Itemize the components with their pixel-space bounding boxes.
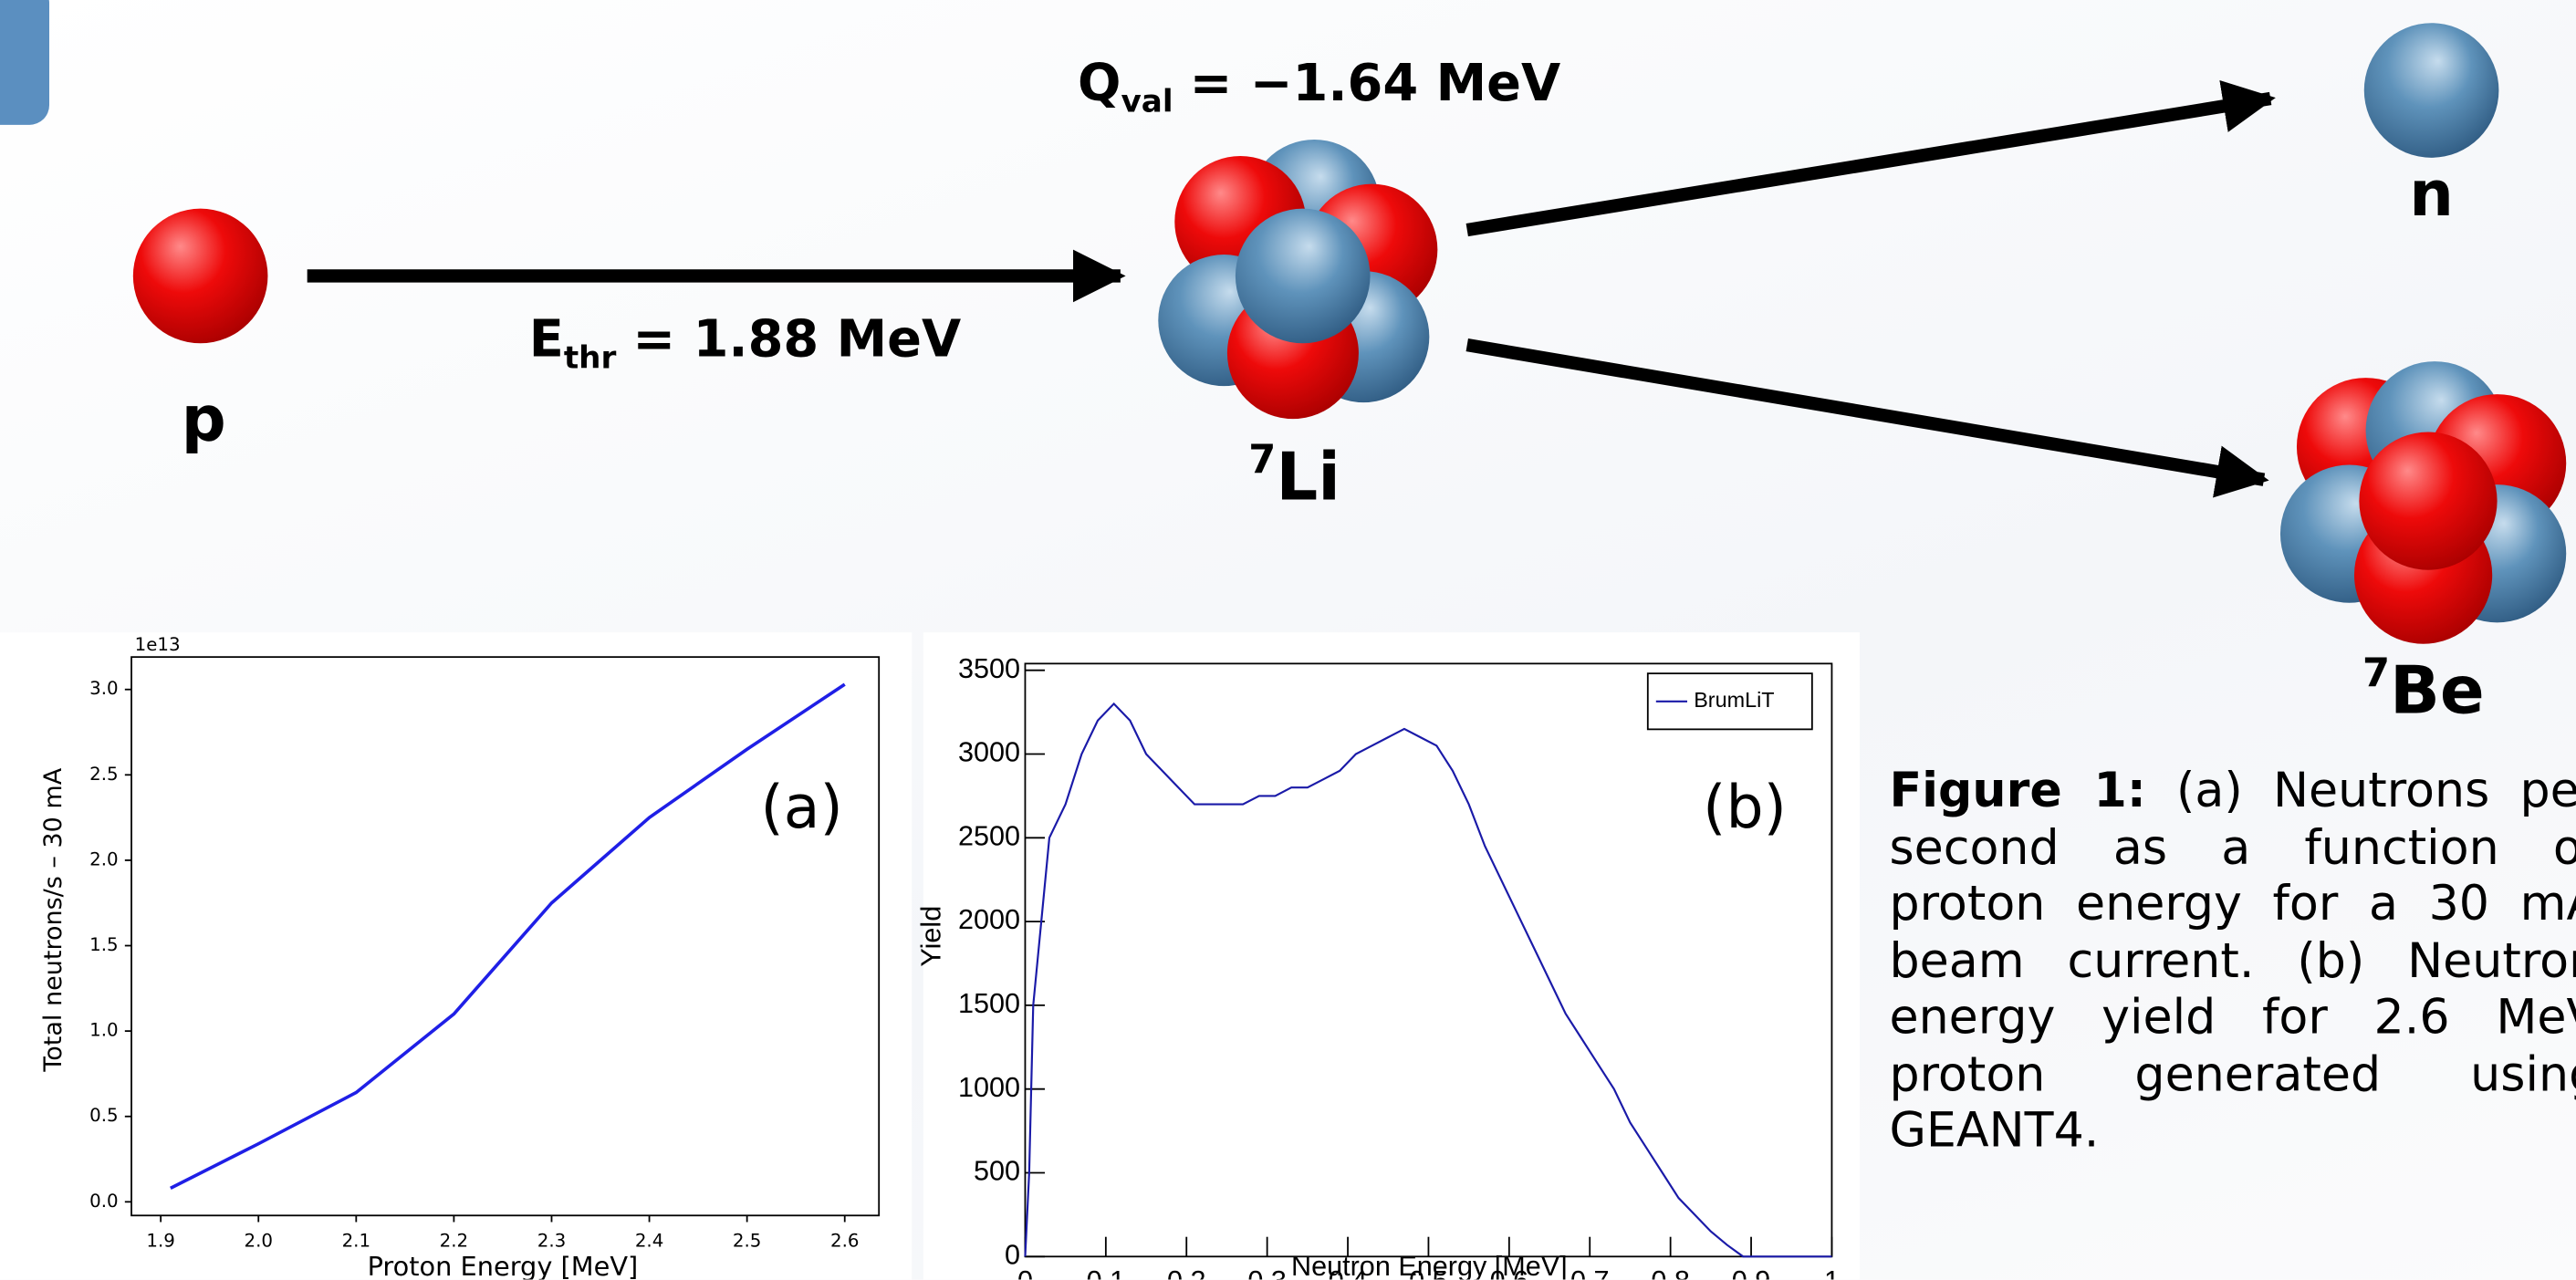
proton: [132, 208, 268, 344]
mass-number: 7: [2362, 651, 2390, 697]
data-line: [170, 682, 846, 1190]
y-tick-label: 2.5: [89, 764, 118, 785]
caption-text: (a) Neutrons per second as a function of…: [1889, 762, 2576, 1159]
q-value: Qval = −1.64 MeV: [1078, 54, 1560, 120]
symbol: Li: [1276, 438, 1340, 515]
y-tick-label: 0.0: [89, 1191, 118, 1212]
x-tick-label: 0: [1017, 1265, 1033, 1279]
x-tick-label: 0.3: [1247, 1265, 1287, 1279]
plot-frame: [130, 656, 881, 1217]
x-tick-label: 1.9: [146, 1231, 174, 1252]
annotation: (b): [1703, 774, 1787, 842]
y-tick-label: 0.5: [89, 1105, 118, 1126]
proton-label: p: [182, 384, 226, 456]
beryllium-label: 7Be: [2362, 651, 2485, 729]
x-tick-label: 2.3: [537, 1231, 566, 1252]
neutron-label: n: [2409, 159, 2454, 231]
y-tick-label: 2500: [958, 820, 1020, 851]
lithium-label: 7Li: [1248, 438, 1340, 515]
y-tick-label: 3.0: [89, 678, 118, 699]
symbol: Q: [1078, 54, 1121, 113]
mass-number: 7: [1248, 438, 1276, 484]
x-tick-label: 2.1: [342, 1231, 370, 1252]
y-tick-label: 2000: [958, 904, 1020, 935]
x-tick-label: 2.5: [733, 1231, 761, 1252]
arrow: [1465, 338, 2269, 498]
x-tick-label: 2.6: [830, 1231, 859, 1252]
x-tick-label: 1: [1824, 1265, 1840, 1279]
charts: 1.9 2.0 2.1 2.2 2.3 2.4 2.5 2.6 0.0 0.5 1.0 1.5 2.0 2…: [39, 634, 1840, 1279]
caption-label: Figure 1:: [1889, 762, 2146, 818]
x-tick-label: 0.2: [1167, 1265, 1206, 1279]
beryllium-nucleus: [2279, 361, 2567, 644]
x-axis-label: Neutron Energy [MeV]: [1291, 1251, 1568, 1280]
x-tick-label: 0.9: [1732, 1265, 1771, 1279]
threshold: Ethr = 1.88 MeV: [529, 310, 962, 377]
neutron: [2363, 23, 2499, 158]
y-tick-label: 3000: [958, 737, 1020, 768]
caption: Figure 1: (a) Neutrons per second as a f…: [1889, 762, 2576, 1159]
x-tick-label: 0.6: [1490, 1265, 1529, 1279]
y-tick-label: 1500: [958, 988, 1020, 1019]
subscript: thr: [564, 339, 617, 376]
x-tick-label: 2.2: [440, 1231, 468, 1252]
y-tick-label: 1000: [958, 1072, 1020, 1103]
x-tick-label: 2.4: [635, 1231, 663, 1252]
x-tick-label: 2.0: [244, 1231, 272, 1252]
plot-frame: [1024, 662, 1833, 1258]
offset-label: 1e13: [135, 634, 181, 655]
y-tick-label: 500: [974, 1156, 1020, 1187]
y-axis-label: Total neutrons/s – 30 mA: [39, 767, 68, 1072]
lithium-nucleus: [1158, 140, 1438, 420]
value: = 1.88 MeV: [632, 310, 961, 369]
x-tick-label: 0.1: [1087, 1265, 1126, 1279]
x-axis-label: Proton Energy [MeV]: [368, 1251, 639, 1280]
y-tick-label: 3500: [958, 653, 1020, 684]
annotation: (a): [760, 774, 842, 842]
chart-b-background: [923, 632, 1861, 1280]
y-axis-label: Yield: [916, 906, 947, 967]
y-tick-label: 0: [1005, 1239, 1020, 1270]
arrow: [1465, 79, 2276, 237]
symbol: E: [529, 310, 564, 369]
subscript: val: [1121, 83, 1173, 120]
data-line: [1024, 702, 1832, 1258]
y-tick-label: 1.0: [89, 1020, 118, 1041]
x-tick-label: 0.8: [1651, 1265, 1690, 1279]
x-tick-label: 0.5: [1409, 1265, 1448, 1279]
legend-label: BrumLiT: [1694, 688, 1774, 712]
value: = −1.64 MeV: [1190, 54, 1561, 113]
symbol: Be: [2390, 651, 2485, 728]
x-tick-label: 0.4: [1329, 1265, 1368, 1279]
y-tick-label: 2.0: [89, 848, 118, 869]
y-tick-label: 1.5: [89, 934, 118, 955]
x-tick-label: 0.7: [1570, 1265, 1610, 1279]
corner-box: [0, 0, 50, 125]
